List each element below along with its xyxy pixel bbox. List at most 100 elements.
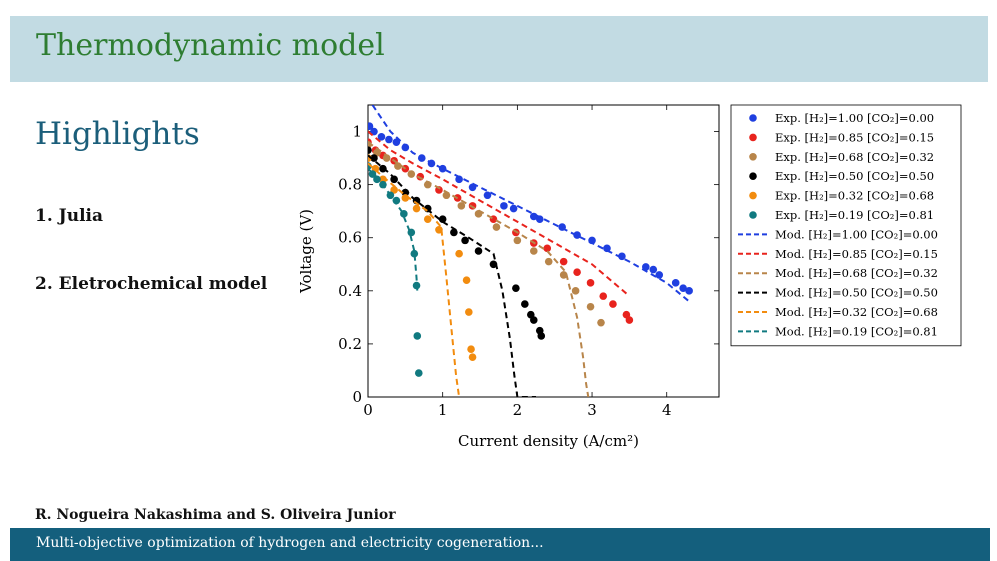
exp-point-3 [461, 236, 469, 245]
x-tick-label: 0 [363, 401, 373, 419]
exp-point-3 [474, 247, 483, 255]
y-tick-label: 0.8 [338, 176, 362, 194]
legend-dot-swatch [749, 133, 757, 142]
footer-bar: Multi-objective optimization of hydrogen… [10, 528, 990, 561]
legend-entry-label: Exp. [H₂]=0.85 [CO₂]=0.15 [775, 130, 934, 144]
exp-point-4 [462, 276, 471, 285]
exp-point-3 [512, 284, 520, 292]
model-line-10 [368, 162, 461, 397]
exp-point-0 [509, 204, 518, 213]
title-bar: Thermodynamic model [10, 16, 988, 82]
plot-area [368, 105, 693, 397]
exp-point-4 [455, 249, 463, 258]
exp-point-2 [529, 247, 538, 255]
legend-entry-label: Mod. [H₂]=0.68 [CO₂]=0.32 [775, 266, 938, 280]
x-tick-label: 4 [662, 401, 672, 419]
legend-entry-label: Mod. [H₂]=0.85 [CO₂]=0.15 [775, 247, 938, 261]
y-tick-label: 0.2 [338, 335, 362, 353]
exp-point-2 [544, 257, 553, 266]
exp-point-0 [679, 284, 687, 292]
exp-point-3 [370, 154, 378, 162]
y-tick-label: 0.6 [338, 229, 362, 247]
exp-point-2 [597, 318, 605, 327]
exp-point-1 [559, 257, 568, 266]
exp-point-0 [685, 287, 693, 295]
exp-point-2 [586, 302, 595, 311]
model-line-11 [368, 167, 419, 291]
legend-entry-label: Mod. [H₂]=0.50 [CO₂]=0.50 [775, 286, 938, 300]
exp-point-0 [385, 135, 393, 144]
exp-point-1 [609, 300, 617, 308]
legend-box [730, 104, 962, 347]
exp-point-5 [413, 332, 422, 340]
exp-point-1 [625, 316, 634, 324]
exp-point-4 [467, 345, 475, 354]
model-line-6 [371, 105, 690, 303]
exp-point-0 [671, 279, 680, 287]
model-line-7 [368, 130, 631, 297]
exp-point-1 [435, 186, 443, 194]
exp-point-3 [438, 215, 447, 223]
x-tick-label: 2 [513, 401, 523, 419]
exp-point-0 [535, 215, 544, 223]
exp-point-4 [423, 215, 432, 223]
exp-point-0 [500, 202, 508, 210]
exp-point-3 [379, 164, 387, 173]
exp-point-3 [521, 300, 529, 308]
exp-point-0 [401, 143, 410, 152]
exp-point-0 [603, 244, 611, 253]
exp-point-5 [373, 175, 381, 184]
exp-point-4 [412, 204, 421, 213]
exp-point-2 [394, 162, 402, 170]
section-heading: Highlights [35, 116, 200, 152]
y-tick-label: 0 [352, 388, 362, 406]
exp-point-1 [586, 279, 595, 287]
exp-point-4 [465, 308, 473, 316]
exp-point-1 [599, 292, 608, 300]
footer-text: Multi-objective optimization of hydrogen… [36, 535, 544, 551]
legend-entry-label: Exp. [H₂]=1.00 [CO₂]=0.00 [775, 111, 934, 125]
exp-point-2 [571, 287, 580, 295]
exp-point-1 [543, 244, 552, 253]
exp-point-0 [370, 127, 378, 136]
exp-point-5 [414, 369, 423, 377]
exp-point-3 [489, 260, 498, 269]
y-tick-label: 0.4 [338, 282, 362, 300]
legend-entry-label: Exp. [H₂]=0.19 [CO₂]=0.81 [775, 208, 934, 222]
exp-point-5 [410, 249, 419, 258]
exp-point-4 [468, 353, 477, 361]
list-item-electrochemical-model: 2. Eletrochemical model [35, 274, 268, 294]
slide-title: Thermodynamic model [36, 28, 385, 63]
legend-dot-swatch [749, 191, 757, 200]
x-axis-label: Current density (A/cm²) [458, 432, 639, 450]
exp-point-3 [368, 146, 372, 154]
exp-point-0 [377, 133, 386, 141]
exp-point-0 [618, 252, 626, 261]
exp-point-0 [655, 271, 664, 279]
legend-entry-label: Exp. [H₂]=0.32 [CO₂]=0.68 [775, 189, 934, 203]
exp-point-0 [438, 164, 447, 173]
exp-point-2 [492, 223, 501, 231]
exp-point-2 [559, 271, 568, 279]
legend-entry-label: Exp. [H₂]=0.50 [CO₂]=0.50 [775, 169, 934, 183]
legend-dot-swatch [749, 211, 757, 219]
exp-point-0 [573, 231, 581, 239]
legend-entry-label: Mod. [H₂]=0.19 [CO₂]=0.81 [775, 324, 938, 338]
y-axis-label: Voltage (V) [297, 209, 315, 294]
exp-point-0 [483, 191, 492, 200]
y-tick-label: 1 [352, 123, 362, 141]
legend-entry-label: Mod. [H₂]=0.32 [CO₂]=0.68 [775, 305, 938, 319]
plot-frame [367, 104, 720, 398]
exp-point-0 [649, 265, 658, 274]
exp-point-4 [390, 186, 398, 194]
exp-point-3 [537, 332, 546, 340]
legend-dot-swatch [749, 114, 757, 122]
exp-point-1 [573, 268, 581, 277]
authors-line: R. Nogueira Nakashima and S. Oliveira Ju… [35, 507, 396, 523]
exp-point-0 [368, 122, 374, 131]
legend-dot-swatch [749, 153, 757, 161]
model-line-8 [368, 141, 590, 397]
x-tick-label: 3 [587, 401, 597, 419]
x-tick-label: 1 [438, 401, 448, 419]
